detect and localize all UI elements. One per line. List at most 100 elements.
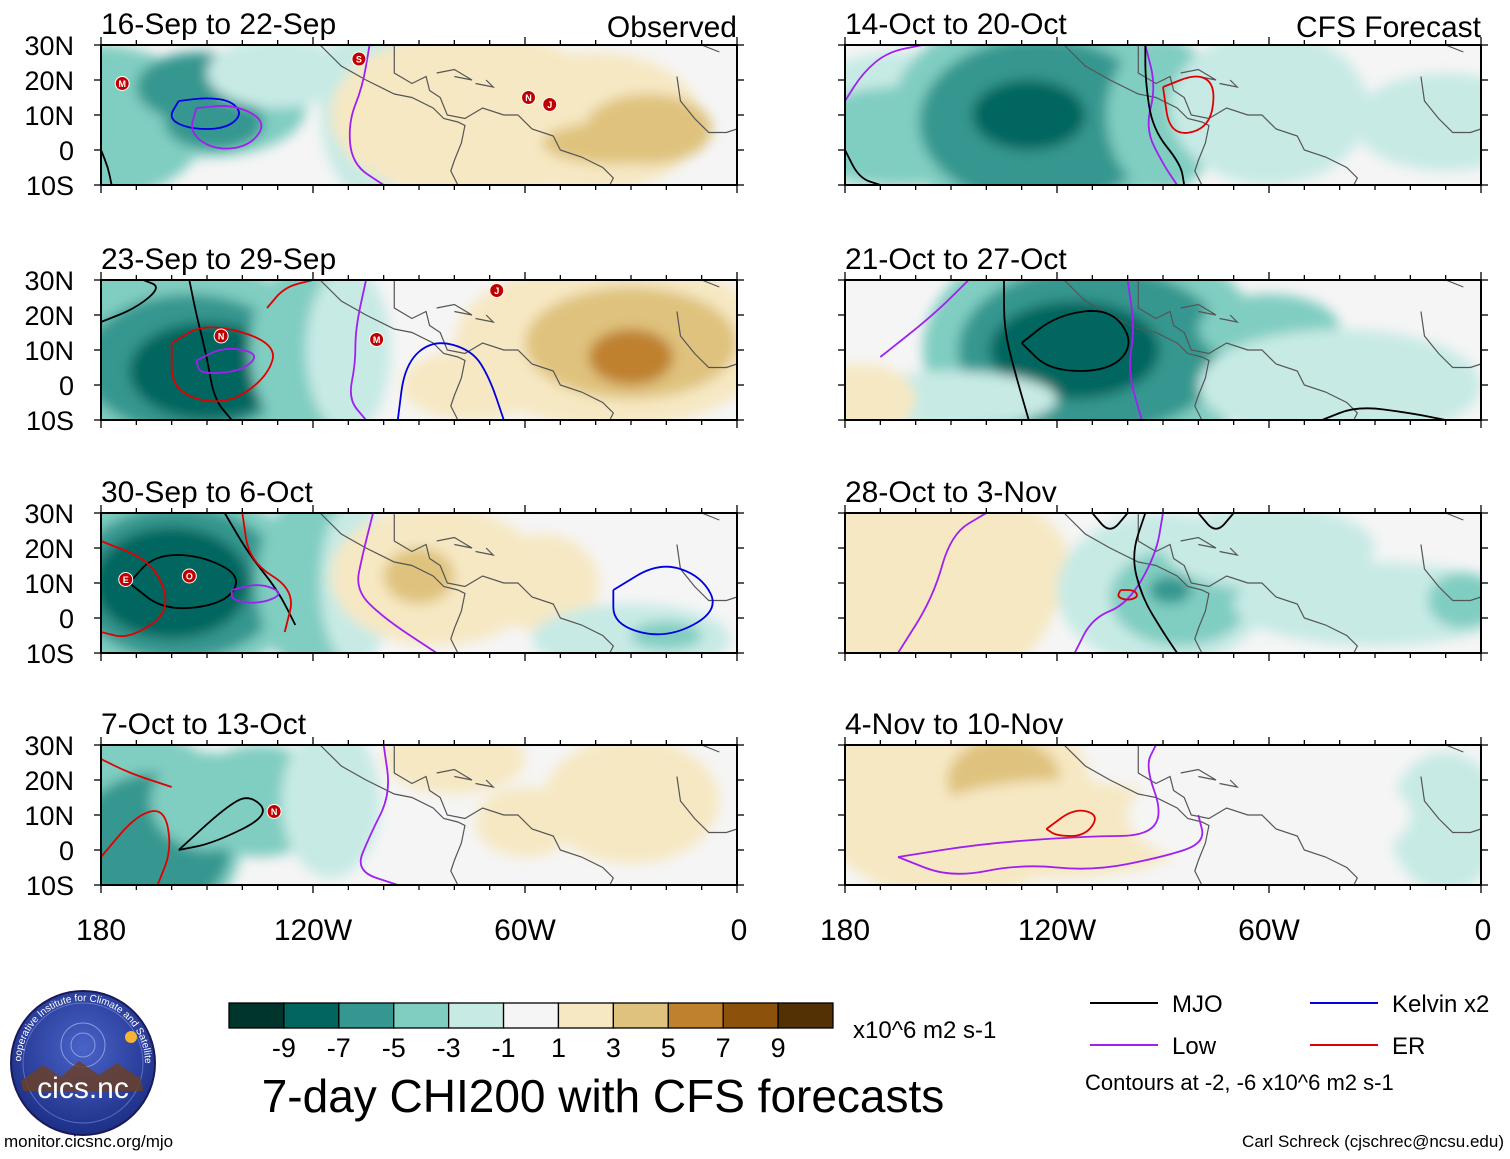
footer-right: Carl Schreck (cjschrec@ncsu.edu)	[1242, 1132, 1504, 1151]
wave-contour	[266, 280, 314, 309]
logo-text: cics.nc	[37, 1072, 129, 1105]
legend-item: ER	[1310, 1033, 1425, 1060]
coastline	[1180, 536, 1217, 549]
coastline	[475, 314, 496, 323]
wave-contour	[897, 814, 1204, 875]
anomaly-region	[1170, 45, 1368, 185]
anomaly-region	[486, 534, 600, 632]
wave-contour	[170, 97, 240, 130]
coastline	[1420, 45, 1464, 53]
legend-item: MJO	[1090, 991, 1223, 1018]
wave-contour	[1144, 45, 1178, 185]
storm-letter: N	[218, 332, 225, 342]
coastline	[319, 745, 466, 885]
coastline	[1137, 745, 1359, 885]
wave-contour	[357, 513, 438, 653]
coastlines	[319, 280, 737, 420]
y-tick-label: 10S	[26, 639, 74, 669]
wave-contour	[128, 554, 237, 610]
panel-title: 28-Oct to 3-Nov	[845, 476, 1057, 509]
storm-marker: J	[542, 97, 558, 112]
anomaly-region	[542, 122, 684, 164]
coastline	[436, 68, 473, 81]
coastline	[1219, 79, 1240, 88]
y-tick-label: 30N	[24, 731, 74, 761]
coastline	[319, 280, 466, 420]
colorbar-swatch	[667, 1002, 724, 1029]
panel-tag: CFS Forecast	[1296, 11, 1482, 44]
wave-contour	[349, 280, 367, 420]
panel-tag: Observed	[607, 11, 737, 44]
y-tick-label: 20N	[24, 301, 74, 331]
storm-letter: N	[271, 807, 278, 817]
coastline	[676, 45, 720, 53]
coastline	[319, 513, 466, 653]
wave-contour	[191, 105, 263, 150]
wave-contour	[1091, 513, 1129, 530]
coastline	[676, 745, 720, 753]
coastline	[1063, 513, 1210, 653]
colorbar-label: 5	[661, 1033, 676, 1063]
units-label: x10^6 m2 s-1	[853, 1017, 996, 1044]
y-tick-label: 0	[59, 136, 74, 166]
coastline	[1420, 76, 1481, 134]
x-tick-label: 180	[76, 914, 126, 947]
wave-contour	[178, 797, 264, 851]
storm-marker: N	[266, 804, 282, 819]
coastline	[1063, 745, 1210, 885]
x-tick-label: 0	[1475, 914, 1492, 947]
coastline	[393, 45, 615, 185]
anomaly-region	[101, 527, 250, 639]
panel-7: 28-Oct to 3-Nov	[838, 476, 1488, 661]
y-tick-label: 20N	[24, 66, 74, 96]
anomaly-region	[383, 548, 455, 604]
colorbar-swatch	[502, 1002, 560, 1029]
legend-note: Contours at -2, -6 x10^6 m2 s-1	[1085, 1070, 1394, 1095]
y-tick-label: 20N	[24, 534, 74, 564]
wave-contour	[170, 326, 274, 403]
anomaly-region	[989, 301, 1160, 399]
storm-letter: E	[123, 575, 129, 585]
colorbar-swatch	[283, 1002, 340, 1029]
y-tick-label: 0	[59, 836, 74, 866]
y-tick-label: 10S	[26, 871, 74, 901]
x-tick-label: 0	[731, 914, 748, 947]
x-tick-label: 120W	[1018, 914, 1097, 947]
anomaly-field	[845, 45, 1481, 185]
storm-letter: N	[525, 93, 532, 103]
storm-marker: J	[489, 283, 505, 298]
legend-item: Kelvin x2	[1310, 991, 1489, 1018]
wave-contour	[101, 280, 157, 323]
wave-contour	[195, 347, 255, 374]
panel-title: 14-Oct to 20-Oct	[845, 8, 1067, 41]
wave-contour	[1197, 513, 1235, 530]
colorbar-label: 1	[551, 1033, 566, 1063]
wave-contour	[188, 280, 233, 420]
storm-letter: M	[373, 335, 381, 345]
coastline	[436, 768, 473, 781]
coastline	[676, 513, 720, 521]
anomaly-region	[401, 350, 543, 420]
coastline	[676, 76, 737, 134]
coastline	[1420, 745, 1464, 753]
anomaly-region	[1148, 576, 1192, 604]
y-tick-label: 10N	[24, 101, 74, 131]
coastline	[1180, 68, 1217, 81]
panel-grid: 16-Sep to 22-Sep Observed M S N J 30N 20N 10N 0 10…	[24, 8, 1488, 901]
anomaly-region	[901, 513, 1072, 639]
y-tick-label: 10S	[26, 406, 74, 436]
x-tick-label: 60W	[1238, 914, 1300, 947]
colorbar-swatch	[447, 1002, 505, 1029]
colorbar-swatch	[338, 1002, 395, 1029]
coastlines	[319, 513, 737, 653]
anomaly-region	[915, 780, 1199, 878]
colorbar-label: -1	[492, 1033, 516, 1063]
y-tick-label: 10S	[26, 171, 74, 201]
wave-contour	[101, 540, 167, 638]
colorbar-label: 7	[716, 1033, 731, 1063]
colorbar-label: -9	[272, 1033, 296, 1063]
wave-contour	[348, 45, 385, 185]
wave-contour	[845, 45, 923, 102]
